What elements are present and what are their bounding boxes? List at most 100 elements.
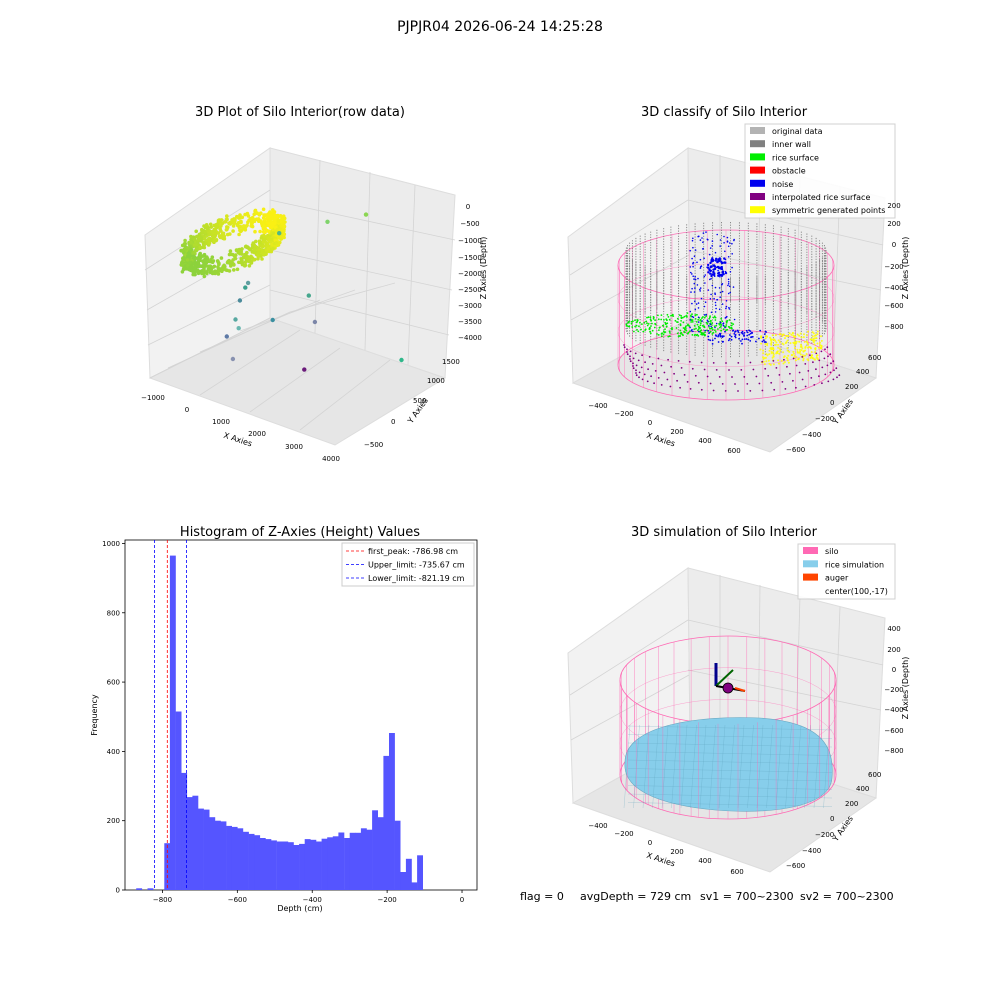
sim-z-tick: −600 bbox=[884, 727, 903, 735]
rice-surface-point bbox=[721, 320, 724, 323]
classify-z-tick: −200 bbox=[884, 263, 903, 271]
rice-surface-point bbox=[705, 315, 707, 318]
raw-ring-point bbox=[206, 226, 210, 231]
noise-point bbox=[722, 323, 724, 325]
noise-point bbox=[710, 274, 713, 278]
noise-point bbox=[697, 307, 700, 309]
raw-x-tick: 1000 bbox=[212, 418, 230, 426]
rice-surface-point bbox=[730, 322, 733, 325]
raw-ring-point bbox=[263, 230, 267, 234]
rice-surface-point bbox=[685, 314, 688, 317]
symmetric-generated-point bbox=[766, 335, 769, 338]
noise-point bbox=[710, 260, 713, 263]
raw-ring-point bbox=[257, 219, 261, 223]
interpolated-point bbox=[679, 386, 681, 389]
symmetric-generated-point bbox=[778, 341, 781, 344]
noise-point bbox=[711, 284, 714, 287]
raw-ring-point bbox=[204, 223, 209, 227]
symmetric-generated-point bbox=[795, 356, 798, 359]
noise-point bbox=[726, 241, 729, 243]
noise-point bbox=[707, 271, 710, 274]
symmetric-generated-point bbox=[812, 332, 815, 335]
noise-point bbox=[691, 257, 693, 260]
interpolated-point bbox=[680, 367, 683, 369]
histogram-y-tick: 1000 bbox=[102, 540, 120, 548]
raw-ring-point bbox=[274, 241, 279, 245]
histogram-x-tick: 0 bbox=[460, 896, 464, 904]
raw-ring-point bbox=[196, 271, 201, 276]
noise-point bbox=[741, 342, 743, 345]
symmetric-generated-point bbox=[787, 354, 790, 357]
symmetric-generated-point bbox=[786, 349, 789, 352]
histogram-bar bbox=[310, 839, 317, 890]
sv2-status: sv2 = 700~2300 bbox=[800, 890, 894, 903]
symmetric-generated-point bbox=[777, 343, 780, 346]
noise-point bbox=[745, 338, 748, 340]
classify-y-tick: 600 bbox=[868, 354, 881, 362]
noise-point bbox=[743, 338, 746, 340]
noise-point bbox=[719, 245, 721, 247]
rice-surface-point bbox=[691, 321, 694, 323]
interpolated-point bbox=[688, 360, 691, 363]
symmetric-generated-point bbox=[774, 343, 777, 346]
rice-surface-point bbox=[720, 317, 723, 320]
noise-point bbox=[717, 258, 720, 262]
symmetric-generated-point bbox=[812, 341, 815, 344]
noise-point bbox=[699, 267, 702, 269]
rice-surface-point bbox=[668, 335, 671, 338]
symmetric-generated-point bbox=[764, 343, 767, 346]
noise-point bbox=[740, 340, 742, 342]
histogram-y-tick: 0 bbox=[116, 887, 120, 895]
interpolated-point bbox=[758, 382, 761, 385]
rice-surface-point bbox=[676, 317, 679, 320]
figure-title: PJPJR04 2026-06-24 14:25:28 bbox=[397, 19, 603, 35]
symmetric-generated-point bbox=[800, 336, 803, 339]
histogram-bar bbox=[417, 855, 423, 890]
raw-y-tick: 1000 bbox=[427, 377, 445, 385]
legend-swatch bbox=[750, 179, 765, 187]
raw-ring-point bbox=[269, 237, 274, 241]
noise-point bbox=[719, 321, 722, 324]
noise-point bbox=[721, 290, 724, 293]
interpolated-point bbox=[818, 375, 820, 378]
symmetric-generated-point bbox=[795, 340, 798, 343]
noise-point bbox=[729, 271, 732, 273]
interpolated-point bbox=[654, 370, 657, 372]
legend-label: obstacle bbox=[772, 167, 806, 176]
noise-point bbox=[763, 339, 765, 342]
noise-point bbox=[704, 282, 706, 284]
symmetric-generated-point bbox=[777, 339, 780, 342]
raw-ring-point bbox=[244, 255, 249, 260]
noise-point bbox=[699, 288, 701, 291]
noise-point bbox=[697, 277, 699, 280]
symmetric-generated-point bbox=[799, 353, 802, 356]
raw-outlier-point bbox=[312, 319, 318, 325]
rice-surface-point bbox=[662, 325, 665, 327]
raw-outlier-point bbox=[325, 219, 330, 224]
classify-z-tick: −400 bbox=[884, 284, 903, 292]
noise-point bbox=[689, 249, 691, 252]
raw-ring-point bbox=[231, 229, 235, 233]
symmetric-generated-point bbox=[799, 332, 802, 335]
noise-point bbox=[708, 268, 711, 271]
rice-surface-point bbox=[711, 328, 714, 331]
histogram-bar bbox=[394, 820, 401, 890]
histogram-bar bbox=[383, 755, 390, 890]
symmetric-generated-point bbox=[811, 357, 814, 360]
interpolated-point bbox=[632, 362, 634, 365]
rice-surface-point bbox=[638, 325, 640, 328]
symmetric-generated-point bbox=[782, 362, 785, 365]
rice-surface-point bbox=[643, 321, 646, 324]
histogram-y-tick: 800 bbox=[107, 609, 120, 617]
noise-point bbox=[694, 275, 696, 278]
noise-point bbox=[710, 311, 713, 314]
raw-ring-point bbox=[228, 249, 233, 253]
raw-ring-point bbox=[183, 264, 187, 269]
rice-surface-point bbox=[682, 321, 685, 324]
rice-surface-point bbox=[659, 326, 661, 329]
symmetric-generated-point bbox=[806, 341, 809, 344]
symmetric-generated-point bbox=[783, 361, 786, 364]
symmetric-generated-point bbox=[820, 335, 822, 338]
symmetric-generated-point bbox=[804, 346, 807, 349]
noise-point bbox=[718, 308, 721, 311]
